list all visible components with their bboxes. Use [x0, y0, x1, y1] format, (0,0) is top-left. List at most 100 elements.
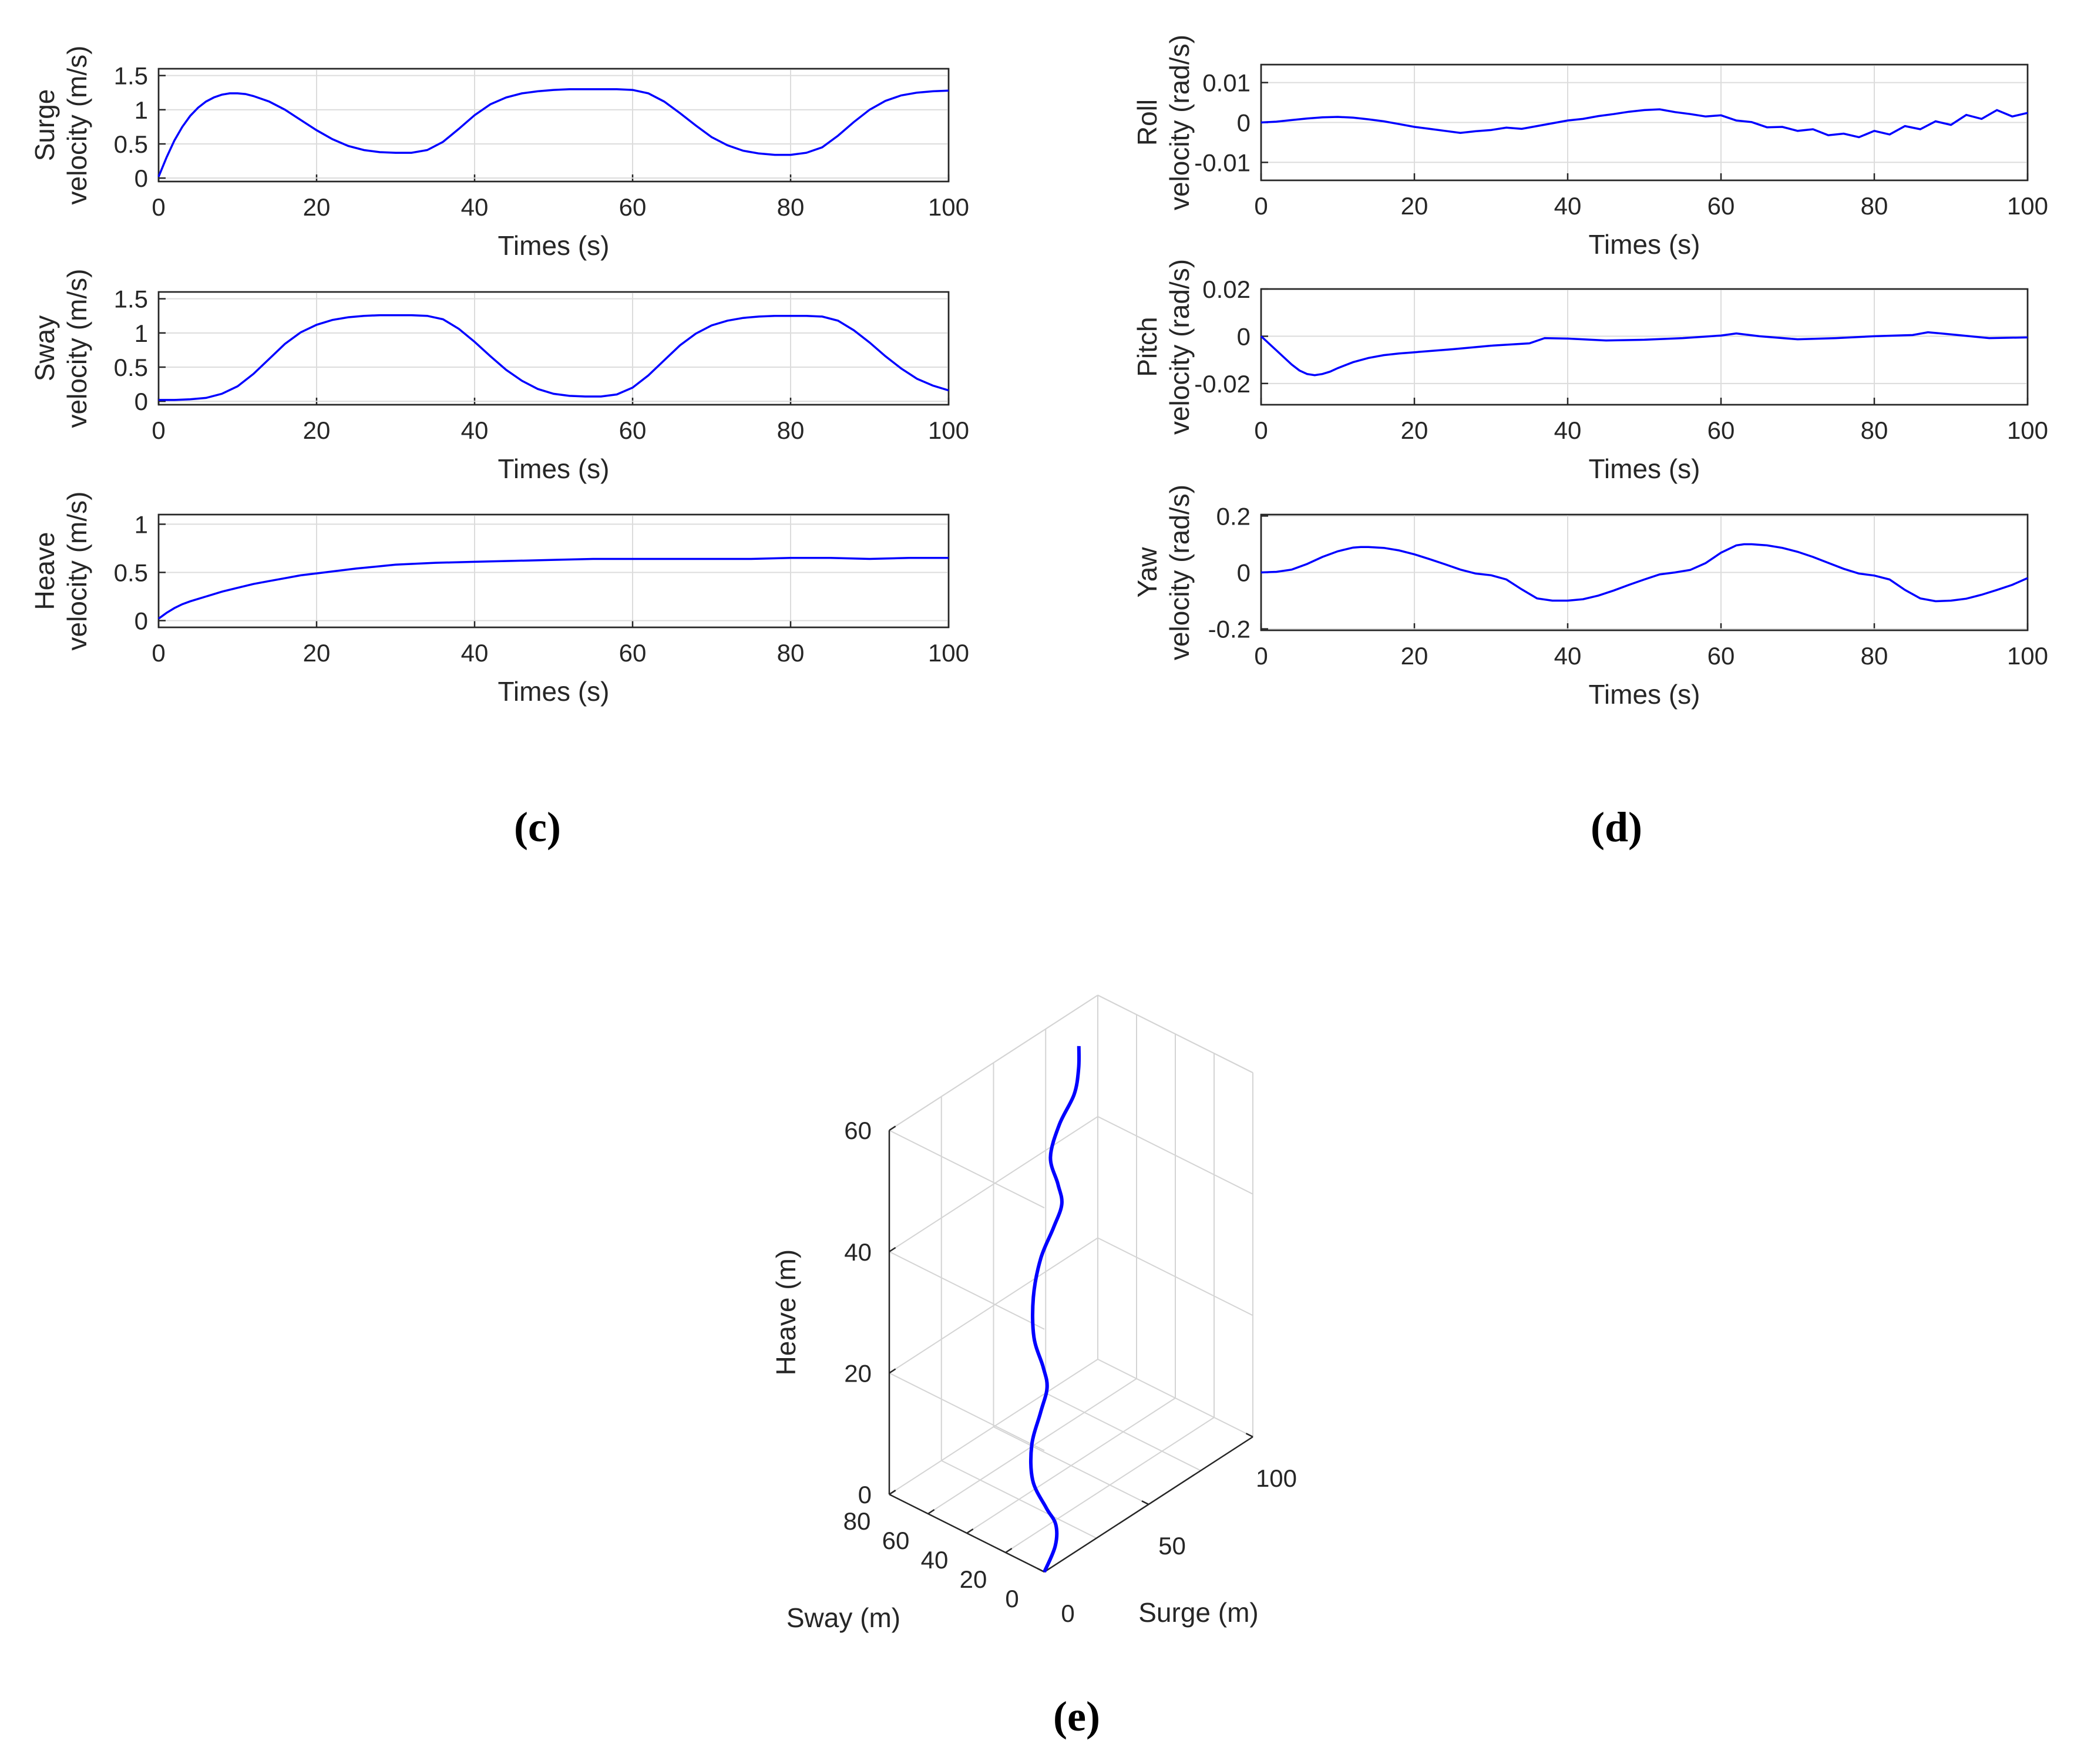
yaw-x-tick-label: 0: [1254, 642, 1268, 670]
surge-tick-label: 0: [1061, 1600, 1074, 1627]
sway-tick: [927, 1509, 935, 1515]
surge-y-tick-label: 1.5: [114, 62, 148, 90]
yaw-y-tick-label: 0: [1237, 559, 1251, 587]
pitch-x-axis-label: Times (s): [1589, 453, 1700, 484]
heave-tick: [889, 1490, 896, 1496]
surge-y-tick-label: 1: [135, 96, 148, 124]
left-wall-gridline-heave: [889, 1130, 1045, 1209]
yaw-y-tick-label: 0.2: [1216, 502, 1251, 530]
surge-x-tick-label: 60: [619, 193, 647, 221]
sway-y-tick-label: 1.5: [114, 285, 148, 313]
pitch-axes-box: [1260, 288, 2029, 406]
roll-x-tick-label: 0: [1254, 192, 1268, 220]
yaw-x-tick-label: 100: [2007, 642, 2048, 670]
surge-y-tick-label: 0: [135, 164, 148, 192]
panel-label-c: (c): [514, 804, 561, 851]
roll-x-tick-label: 100: [2007, 192, 2048, 220]
pitch-series-line: [1260, 331, 2028, 377]
roll-x-tick-label: 20: [1401, 192, 1428, 220]
pitch-y-tick-label: 0: [1237, 322, 1251, 350]
heave-x-tick-label: 0: [152, 639, 165, 667]
sway-axis-label: Sway (m): [786, 1602, 900, 1633]
surge-series-line: [157, 88, 949, 177]
floor-gridline-surge: [941, 1460, 1097, 1539]
heave-tick-label: 60: [844, 1117, 872, 1144]
roll-y-tick-label: 0.01: [1202, 69, 1251, 97]
heave-axes-box: [157, 513, 950, 629]
pitch-y-axis-label-line2: velocity (rad/s): [1164, 259, 1195, 435]
roll-y-axis-label-line2: velocity (rad/s): [1164, 35, 1195, 210]
heave-y-tick-label: 0.5: [114, 559, 148, 586]
chart-surge: 0 20 40 60 80 100 0 0.5 1 1.5 Times (s) Surge veloci…: [29, 46, 969, 261]
roll-y-axis-label-line1: Roll: [1132, 99, 1162, 146]
panel-label-d: (d): [1591, 804, 1642, 851]
sway-tick-label: 40: [921, 1546, 949, 1574]
sway-x-tick-label: 0: [152, 416, 165, 444]
sway-tick-label: 0: [1005, 1585, 1018, 1612]
heave-tick-label: 0: [858, 1481, 872, 1508]
pitch-y-tick-label: 0.02: [1202, 275, 1251, 303]
pitch-x-tick-label: 0: [1254, 416, 1268, 444]
back-wall-edge: [889, 994, 1098, 1131]
sway-tick: [1005, 1548, 1013, 1554]
pitch-y-axis-label-line1: Pitch: [1132, 317, 1162, 377]
left-wall-gridline-heave: [889, 1372, 1045, 1451]
sway-tick-label: 20: [960, 1565, 987, 1593]
pitch-x-tick-label: 60: [1707, 416, 1735, 444]
floor-gridline-surge: [1045, 1392, 1201, 1471]
heave-x-tick-label: 100: [928, 639, 969, 667]
yaw-y-tick-label: -0.2: [1208, 616, 1251, 643]
heave-series-line: [157, 557, 949, 620]
surge-x-tick-label: 100: [928, 193, 969, 221]
floor-gridline-surge: [993, 1426, 1149, 1505]
yaw-x-axis-label: Times (s): [1589, 679, 1700, 710]
heave-tick: [889, 1125, 896, 1131]
surge-plot-area: [157, 68, 950, 183]
sway-y-tick-label: 0.5: [114, 354, 148, 381]
yaw-series-line: [1260, 543, 2028, 603]
yaw-x-tick-label: 20: [1401, 642, 1428, 670]
sway-axes-box: [157, 291, 950, 406]
pitch-x-tick-label: 80: [1861, 416, 1888, 444]
heave-x-tick-label: 60: [619, 639, 647, 667]
chart-sway: 0 20 40 60 80 100 0 0.5 1 1.5 Times (s) Sway velocit…: [29, 269, 969, 484]
roll-x-axis-label: Times (s): [1589, 229, 1700, 260]
yaw-y-axis-label-line1: Yaw: [1132, 547, 1162, 598]
sway-tick-label: 80: [843, 1507, 871, 1535]
heave-x-tick-label: 80: [777, 639, 805, 667]
chart-heave: 0 20 40 60 80 100 0 0.5 1 Times (s) Heave velocity …: [29, 492, 969, 707]
sway-series-line: [159, 314, 949, 401]
sway-y-tick-label: 0: [135, 388, 148, 415]
heave-tick: [889, 1246, 896, 1252]
trajectory-line: [1029, 1046, 1081, 1573]
pitch-plot-area: [1260, 288, 2029, 406]
surge-x-tick-label: 0: [152, 193, 165, 221]
sway-y-tick-label: 1: [135, 320, 148, 347]
side-wall-edge: [1097, 994, 1253, 1074]
heave-y-axis-label-line2: velocity (m/s): [62, 492, 92, 651]
sway-x-tick-label: 40: [461, 416, 489, 444]
sway-x-tick-label: 80: [777, 416, 805, 444]
pitch-x-tick-label: 100: [2007, 416, 2048, 444]
pitch-x-tick-label: 40: [1554, 416, 1582, 444]
roll-x-tick-label: 40: [1554, 192, 1582, 220]
surge-axis-label: Surge (m): [1138, 1597, 1258, 1628]
yaw-x-tick-label: 80: [1861, 642, 1888, 670]
roll-x-tick-label: 60: [1707, 192, 1735, 220]
sway-x-tick-label: 60: [619, 416, 647, 444]
heave-plot-area: [157, 513, 950, 629]
surge-tick: [1245, 1433, 1253, 1438]
surge-y-axis-label-line1: Surge: [29, 89, 60, 162]
heave-x-tick-label: 40: [461, 639, 489, 667]
heave-axis-label: Heave (m): [771, 1249, 801, 1376]
yaw-y-axis-label-line2: velocity (rad/s): [1164, 485, 1195, 660]
heave-y-axis-label-line1: Heave: [29, 532, 60, 610]
surge-tick-label: 50: [1158, 1532, 1186, 1560]
surge-tick: [1141, 1500, 1149, 1506]
surge-x-axis-label: Times (s): [498, 230, 610, 261]
heave-y-tick-label: 1: [135, 510, 148, 538]
